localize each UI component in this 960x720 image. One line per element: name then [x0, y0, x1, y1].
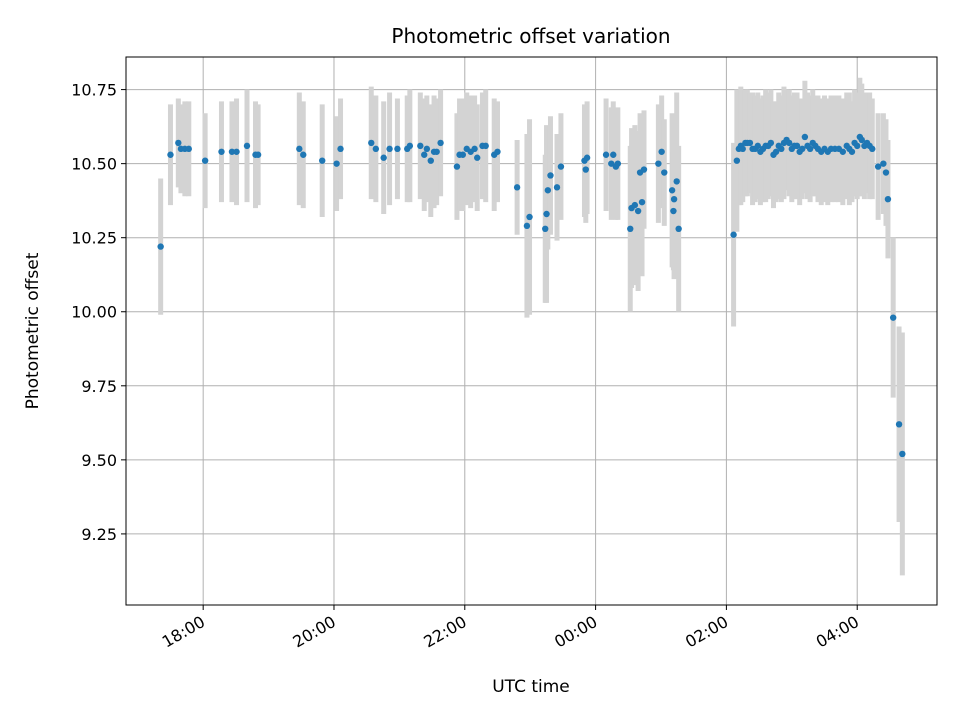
data-point-132: [895, 421, 903, 428]
data-point-7: [218, 148, 225, 155]
data-point-44: [523, 222, 531, 230]
data-point-47: [543, 210, 550, 218]
data-point-5: [185, 145, 192, 153]
data-point-115: [839, 148, 847, 155]
data-point-30: [433, 148, 440, 155]
data-point-38: [474, 154, 481, 161]
data-point-97: [785, 139, 793, 147]
data-point-131: [889, 314, 897, 321]
data-point-68: [658, 148, 665, 155]
data-point-65: [638, 198, 646, 206]
data-point-8: [228, 148, 236, 155]
data-point-130: [884, 195, 892, 203]
data-point-79: [739, 145, 746, 153]
data-point-71: [670, 207, 677, 215]
data-point-49: [547, 172, 554, 179]
data-point-73: [673, 178, 680, 185]
data-point-63: [634, 207, 642, 215]
data-point-133: [899, 450, 906, 458]
data-point-27: [423, 145, 431, 153]
data-point-69: [661, 169, 668, 176]
data-point-72: [670, 195, 678, 203]
data-point-16: [333, 160, 340, 167]
data-point-24: [406, 142, 414, 150]
data-point-56: [608, 160, 615, 167]
data-points: [157, 133, 906, 458]
data-point-15: [319, 157, 326, 164]
data-point-46: [542, 225, 549, 233]
data-point-66: [640, 166, 648, 173]
y-axis-label: Photometric offset: [23, 252, 43, 409]
data-point-51: [557, 163, 565, 170]
y-tick-label-4: 10.25: [71, 229, 117, 248]
data-point-53: [582, 166, 589, 173]
data-point-85: [754, 142, 761, 150]
data-point-118: [848, 148, 856, 155]
data-point-34: [459, 151, 467, 158]
data-point-6: [201, 157, 209, 164]
y-tick-label-5: 10.50: [71, 155, 117, 174]
x-axis-label: UTC time: [492, 677, 570, 697]
data-point-20: [380, 154, 387, 161]
data-point-70: [668, 187, 676, 194]
y-tick-label-6: 10.75: [71, 81, 117, 100]
data-point-32: [453, 163, 461, 170]
data-point-26: [421, 151, 428, 158]
data-point-1: [167, 151, 174, 158]
data-point-59: [614, 160, 622, 167]
data-point-75: [730, 231, 737, 238]
data-point-42: [494, 148, 501, 155]
data-point-19: [372, 145, 380, 153]
data-point-100: [793, 142, 801, 150]
data-point-55: [602, 151, 610, 158]
data-point-103: [801, 133, 809, 141]
data-point-120: [854, 142, 861, 150]
data-point-128: [880, 160, 887, 167]
data-point-67: [655, 160, 662, 167]
data-point-21: [386, 145, 393, 153]
data-point-25: [417, 142, 424, 150]
data-point-60: [627, 225, 634, 233]
data-point-126: [869, 145, 876, 153]
data-point-10: [243, 142, 251, 150]
data-point-37: [471, 145, 478, 153]
data-point-102: [799, 145, 806, 153]
data-point-76: [733, 157, 741, 164]
data-point-57: [610, 151, 617, 158]
data-point-14: [300, 151, 307, 158]
data-point-62: [631, 201, 639, 209]
y-tick-label-3: 10.00: [71, 303, 117, 322]
data-point-94: [778, 145, 785, 153]
data-point-82: [746, 139, 754, 147]
data-point-0: [157, 243, 164, 250]
data-point-92: [772, 148, 780, 155]
data-point-45: [526, 213, 533, 221]
chart-title: Photometric offset variation: [391, 24, 670, 48]
data-point-54: [583, 154, 591, 161]
y-tick-label-1: 9.50: [81, 451, 117, 470]
data-point-48: [544, 187, 552, 194]
data-point-127: [874, 163, 882, 170]
data-point-74: [675, 225, 682, 233]
data-point-12: [254, 151, 262, 158]
y-tick-label-0: 9.25: [81, 525, 117, 544]
data-point-9: [233, 148, 240, 155]
data-point-43: [513, 184, 521, 191]
data-point-50: [553, 184, 561, 191]
data-point-28: [427, 157, 434, 164]
data-point-18: [368, 139, 375, 147]
plot-frame: [125, 56, 938, 606]
data-point-31: [437, 139, 444, 147]
data-point-13: [296, 145, 303, 153]
data-point-129: [882, 169, 890, 176]
data-point-105: [806, 145, 814, 153]
data-point-122: [858, 136, 865, 144]
data-point-40: [482, 142, 489, 150]
data-point-22: [394, 145, 401, 153]
y-tick-label-2: 9.75: [81, 377, 117, 396]
data-point-90: [767, 139, 775, 147]
data-point-17: [337, 145, 344, 153]
data-point-2: [175, 139, 182, 147]
